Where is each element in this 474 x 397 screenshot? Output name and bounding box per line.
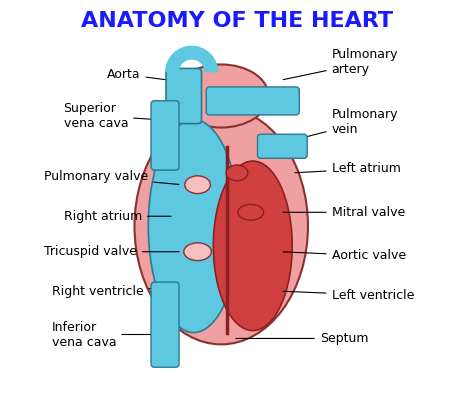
Ellipse shape — [135, 108, 308, 344]
Text: Pulmonary valve: Pulmonary valve — [44, 170, 179, 185]
Text: Aortic valve: Aortic valve — [283, 249, 406, 262]
Text: ANATOMY OF THE HEART: ANATOMY OF THE HEART — [81, 11, 393, 31]
Text: Right ventricle: Right ventricle — [52, 285, 175, 298]
FancyBboxPatch shape — [151, 101, 179, 170]
Ellipse shape — [148, 119, 239, 333]
Text: Pulmonary
vein: Pulmonary vein — [307, 108, 398, 137]
FancyBboxPatch shape — [166, 68, 201, 123]
FancyBboxPatch shape — [151, 282, 179, 367]
Text: Mitral valve: Mitral valve — [283, 206, 405, 219]
Text: Tricuspid valve: Tricuspid valve — [44, 245, 179, 258]
Text: Left atrium: Left atrium — [295, 162, 401, 175]
FancyBboxPatch shape — [206, 87, 299, 115]
Text: Pulmonary
artery: Pulmonary artery — [283, 48, 398, 80]
Text: Inferior
vena cava: Inferior vena cava — [52, 320, 155, 349]
Ellipse shape — [226, 165, 248, 181]
Ellipse shape — [184, 243, 211, 260]
Ellipse shape — [185, 176, 210, 194]
Text: Aorta: Aorta — [107, 68, 167, 81]
Ellipse shape — [238, 204, 264, 220]
Text: Left ventricle: Left ventricle — [283, 289, 414, 302]
Text: Superior
vena cava: Superior vena cava — [64, 102, 155, 130]
Ellipse shape — [213, 161, 292, 331]
Ellipse shape — [174, 64, 269, 127]
FancyBboxPatch shape — [257, 134, 307, 158]
Text: Septum: Septum — [236, 332, 368, 345]
Text: Right atrium: Right atrium — [64, 210, 171, 223]
